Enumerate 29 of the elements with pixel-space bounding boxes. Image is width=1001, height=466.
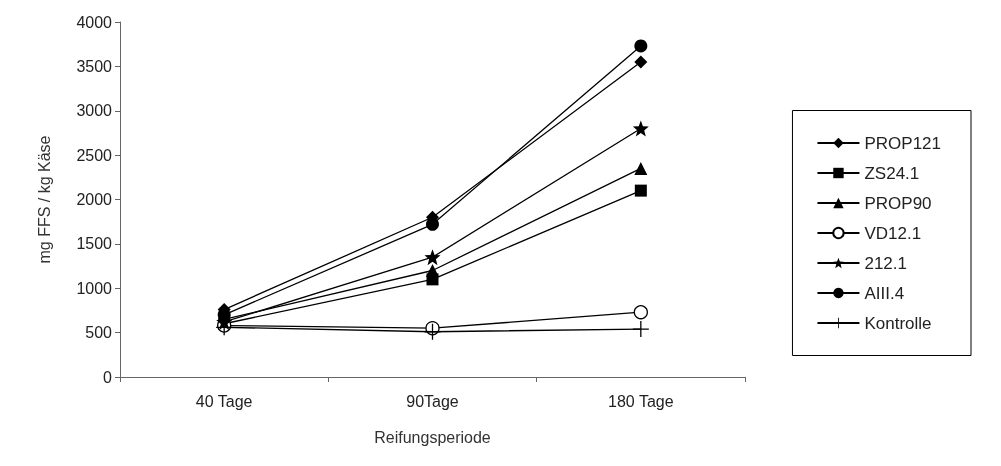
point [424,249,441,266]
y-tick-label: 2000 [76,191,113,208]
point [426,217,439,231]
y-tick-label: 500 [85,324,113,342]
y-tick-label: 2500 [76,146,113,164]
legend-label: 212.1 [864,253,908,273]
y-tick-label: 1500 [76,235,113,253]
x-axis-title: Reifungsperiode [374,428,491,446]
legend-label: ZS24.1 [864,163,920,183]
point [632,120,649,137]
x-tick-label: 90Tage [406,392,459,410]
point [632,321,649,338]
y-axis-title: mg FFS / kg Käse [35,135,53,264]
y-tick-label: 3500 [76,57,113,75]
legend-label: Kontrolle [864,313,932,333]
point [633,305,648,320]
y-tick-label: 0 [103,368,113,386]
legend-label: PROP121 [864,133,942,153]
y-tick-label: 3000 [76,102,113,120]
point [634,39,648,53]
legend-label: AIII.4 [864,283,905,303]
legend-label: PROP90 [864,193,932,213]
point [634,55,648,69]
legend-label: VD12.1 [864,223,922,243]
point [634,184,647,197]
y-tick-label: 4000 [76,13,113,31]
y-tick-label: 1000 [76,279,113,297]
x-tick-label: 40 Tage [195,392,253,410]
x-tick-label: 180 Tage [608,392,674,410]
